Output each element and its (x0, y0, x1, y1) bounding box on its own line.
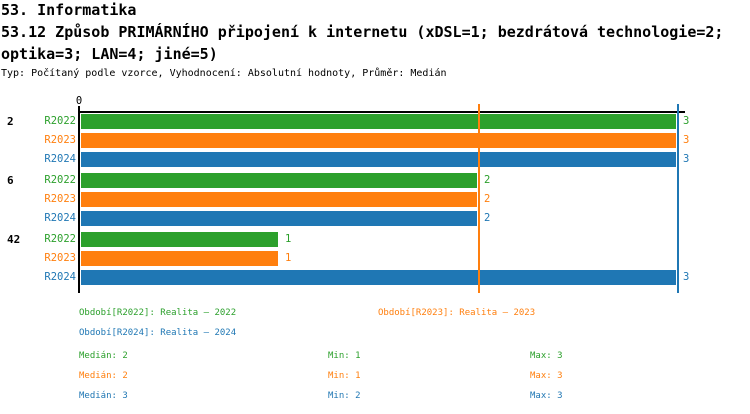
legend-max-r2023: Max: 3 (530, 371, 563, 381)
bar-value-label: 1 (285, 252, 292, 264)
series-row-label: R2023 (44, 252, 76, 264)
category-label: 6 (7, 174, 14, 187)
legend-max-r2022: Max: 3 (530, 351, 563, 361)
series-row-label: R2022 (44, 233, 76, 245)
legend-min-r2022: Min: 1 (328, 351, 361, 361)
bar (81, 152, 676, 167)
legend-min-r2023: Min: 1 (328, 371, 361, 381)
bar (81, 173, 477, 188)
bar-value-label: 3 (683, 153, 690, 165)
bar-value-label: 3 (683, 115, 690, 127)
legend-median-r2023: Medián: 2 (79, 371, 128, 381)
legend-max-r2024: Max: 3 (530, 391, 563, 401)
series-row-label: R2022 (44, 174, 76, 186)
legend-period-r2024: Období[R2024]: Realita – 2024 (79, 328, 237, 338)
legend-period-r2022: Období[R2022]: Realita – 2022 (79, 308, 237, 318)
bar (81, 251, 278, 266)
bar (81, 270, 676, 285)
bar-value-label: 1 (285, 233, 292, 245)
bar (81, 114, 676, 129)
legend-median-r2022: Medián: 2 (79, 351, 128, 361)
series-row-label: R2024 (44, 212, 76, 224)
bar-value-label: 2 (484, 174, 491, 186)
bar (81, 192, 477, 207)
bar (81, 232, 278, 247)
legend-median-r2024: Medián: 3 (79, 391, 128, 401)
section-title: 53. Informatika (1, 1, 137, 19)
category-label: 2 (7, 115, 14, 128)
bar-value-label: 2 (484, 193, 491, 205)
question-title-line-1: 53.12 Způsob PRIMÁRNÍHO připojení k inte… (1, 23, 724, 41)
median-line-r2023 (478, 104, 480, 293)
chart-meta-line: Typ: Počítaný podle vzorce, Vyhodnocení:… (1, 68, 447, 79)
series-row-label: R2022 (44, 115, 76, 127)
legend-period-r2023: Období[R2023]: Realita – 2023 (378, 308, 536, 318)
series-row-label: R2023 (44, 134, 76, 146)
legend-min-r2024: Min: 2 (328, 391, 361, 401)
bar-value-label: 3 (683, 271, 690, 283)
bar-value-label: 2 (484, 212, 491, 224)
question-title-line-2: optika=3; LAN=4; jiné=5) (1, 45, 218, 63)
x-axis-zero-tick-label: 0 (75, 95, 83, 107)
bar (81, 211, 477, 226)
median-line-r2024 (677, 104, 679, 293)
bar-value-label: 3 (683, 134, 690, 146)
bar (81, 133, 676, 148)
x-axis-line (78, 111, 685, 113)
y-axis-line (78, 106, 80, 293)
category-label: 42 (7, 233, 21, 246)
series-row-label: R2024 (44, 271, 76, 283)
series-row-label: R2023 (44, 193, 76, 205)
series-row-label: R2024 (44, 153, 76, 165)
